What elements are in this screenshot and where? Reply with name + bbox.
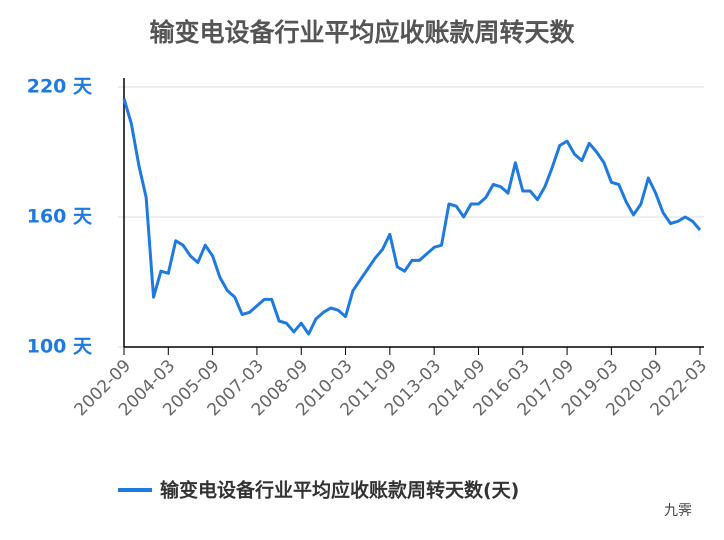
line-series xyxy=(122,98,702,336)
chart-title: 输变电设备行业平均应收账款周转天数 xyxy=(149,18,575,47)
y-tick-label: 220 天 xyxy=(27,76,93,98)
y-tick-label: 100 天 xyxy=(27,336,93,358)
legend-label: 输变电设备行业平均应收账款周转天数(天) xyxy=(160,479,519,502)
watermark: 九霁 xyxy=(664,503,692,519)
y-tick-label: 160 天 xyxy=(27,206,93,228)
